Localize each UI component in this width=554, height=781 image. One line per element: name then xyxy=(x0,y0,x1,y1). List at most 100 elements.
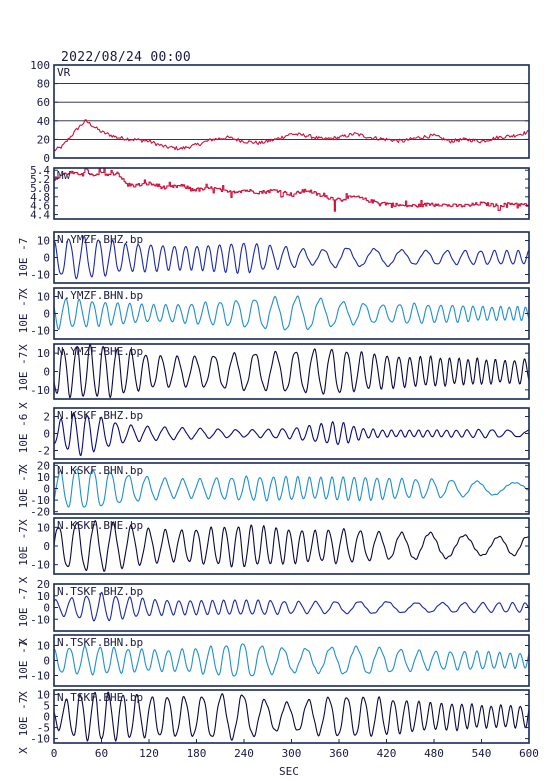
y-tick-label: -10 xyxy=(30,733,50,746)
x-tick-label: 240 xyxy=(234,747,254,760)
panel-frame xyxy=(53,167,530,220)
y-tick-label: 5.4 xyxy=(30,164,50,177)
y-tick-label: 0 xyxy=(43,655,50,668)
trace-n-ymzf-bhn-bp xyxy=(53,295,530,331)
y-tick-label: 0 xyxy=(43,366,50,379)
y-tick-label: 5.0 xyxy=(30,182,50,195)
y-axis-unit-label: 10E -7 xyxy=(17,352,30,392)
y-axis-unit-marker: X xyxy=(17,519,30,526)
y-tick-label: -2 xyxy=(37,445,50,458)
y-axis-unit-label: 10E -7 xyxy=(17,588,30,628)
x-tick-label: 0 xyxy=(51,747,58,760)
panel-label: VR xyxy=(57,66,71,79)
y-tick-label: -20 xyxy=(30,506,50,519)
trace-n-tskf-bhz-bp xyxy=(53,591,530,622)
y-axis-unit-marker: X xyxy=(17,576,30,583)
panel-label: N.TSKF.BHE.bp xyxy=(57,691,143,704)
trace-vr xyxy=(53,119,530,152)
y-tick-label: 4.6 xyxy=(30,200,50,213)
panel-label: N.KSKF.BHE.bp xyxy=(57,519,143,532)
y-tick-label: -10 xyxy=(30,384,50,397)
y-tick-label: -5 xyxy=(37,722,50,735)
y-axis-unit-label: 10E -6 xyxy=(17,414,30,454)
y-tick-label: 10 xyxy=(37,235,50,248)
trace-n-kskf-bhn-bp xyxy=(53,468,530,508)
y-axis-unit-label: 10E -7 xyxy=(17,469,30,509)
panel-label: N.TSKF.BHZ.bp xyxy=(57,585,143,598)
y-axis-unit-marker: X xyxy=(17,402,30,409)
y-tick-label: 0 xyxy=(43,711,50,724)
y-tick-label: -10 xyxy=(30,325,50,338)
y-tick-label: 0 xyxy=(43,540,50,553)
y-tick-label: 20 xyxy=(37,578,50,591)
x-tick-label: 600 xyxy=(519,747,539,760)
x-tick-label: 480 xyxy=(424,747,444,760)
y-tick-label: 5.2 xyxy=(30,173,50,186)
y-tick-label: 0 xyxy=(43,602,50,615)
trace-n-ymzf-bhe-bp xyxy=(53,343,530,399)
y-axis-unit-label: 10E -7 xyxy=(17,641,30,681)
y-tick-label: 4.4 xyxy=(30,209,50,222)
header-datetime: 2022/08/24 00:00 xyxy=(61,50,192,65)
y-tick-label: 10 xyxy=(37,688,50,701)
y-axis-unit-marker: X xyxy=(17,344,30,351)
y-tick-label: 60 xyxy=(37,96,50,109)
y-axis-unit-marker: X xyxy=(17,288,30,295)
y-tick-label: 10 xyxy=(37,521,50,534)
y-tick-label: -10 xyxy=(30,670,50,683)
y-tick-label: -10 xyxy=(30,269,50,282)
y-tick-label: -10 xyxy=(30,613,50,626)
panel-label: N.YMZF.BHZ.bp xyxy=(57,233,143,246)
trace-mw xyxy=(54,167,530,212)
x-axis-label: SEC xyxy=(279,765,299,778)
panel-frame xyxy=(53,64,530,159)
y-tick-label: 2 xyxy=(43,411,50,424)
y-tick-label: 0 xyxy=(43,308,50,321)
x-tick-label: 60 xyxy=(95,747,108,760)
y-tick-label: -10 xyxy=(30,494,50,507)
y-tick-label: 10 xyxy=(37,291,50,304)
y-axis-unit-label: 10E -7 xyxy=(17,294,30,334)
y-axis-unit-label: 10E -7 xyxy=(17,238,30,278)
trace-n-ymzf-bhz-bp xyxy=(53,235,530,280)
trace-n-tskf-bhe-bp xyxy=(53,691,530,742)
y-tick-label: 80 xyxy=(37,78,50,91)
y-tick-label: 20 xyxy=(37,459,50,472)
y-axis-unit-marker: X xyxy=(17,747,30,754)
y-tick-label: 0 xyxy=(43,252,50,265)
y-tick-label: 40 xyxy=(37,115,50,128)
y-tick-label: 4.8 xyxy=(30,191,50,204)
y-axis-unit-marker: X xyxy=(17,638,30,645)
y-tick-label: 0 xyxy=(43,152,50,165)
panel-label: N.TSKF.BHN.bp xyxy=(57,636,143,649)
y-axis-unit-marker: X xyxy=(17,464,30,471)
y-axis-unit-label: 10E -7 xyxy=(17,526,30,566)
x-tick-label: 300 xyxy=(282,747,302,760)
y-tick-label: 20 xyxy=(37,133,50,146)
y-tick-label: 0 xyxy=(43,483,50,496)
y-tick-label: 10 xyxy=(37,347,50,360)
panel-label: N.YMZF.BHE.bp xyxy=(57,345,143,358)
panel-label: Mw xyxy=(57,169,71,182)
x-tick-label: 180 xyxy=(187,747,207,760)
y-tick-label: 10 xyxy=(37,471,50,484)
y-tick-label: 100 xyxy=(30,59,50,72)
x-tick-label: 420 xyxy=(377,747,397,760)
x-tick-label: 540 xyxy=(472,747,492,760)
trace-n-tskf-bhn-bp xyxy=(53,643,530,677)
panel-label: N.KSKF.BHZ.bp xyxy=(57,409,143,422)
y-axis-unit-marker: X xyxy=(17,691,30,698)
y-tick-label: 10 xyxy=(37,640,50,653)
x-tick-label: 360 xyxy=(329,747,349,760)
y-tick-label: 0 xyxy=(43,428,50,441)
panel-label: N.YMZF.BHN.bp xyxy=(57,289,143,302)
y-axis-unit-label: 10E -7 xyxy=(17,697,30,737)
panel-label: N.KSKF.BHN.bp xyxy=(57,464,143,477)
trace-n-kskf-bhz-bp xyxy=(53,412,530,457)
y-tick-label: 5 xyxy=(43,699,50,712)
trace-n-kskf-bhe-bp xyxy=(53,520,530,572)
x-tick-label: 120 xyxy=(139,747,159,760)
y-tick-label: -10 xyxy=(30,559,50,572)
y-tick-label: 10 xyxy=(37,590,50,603)
